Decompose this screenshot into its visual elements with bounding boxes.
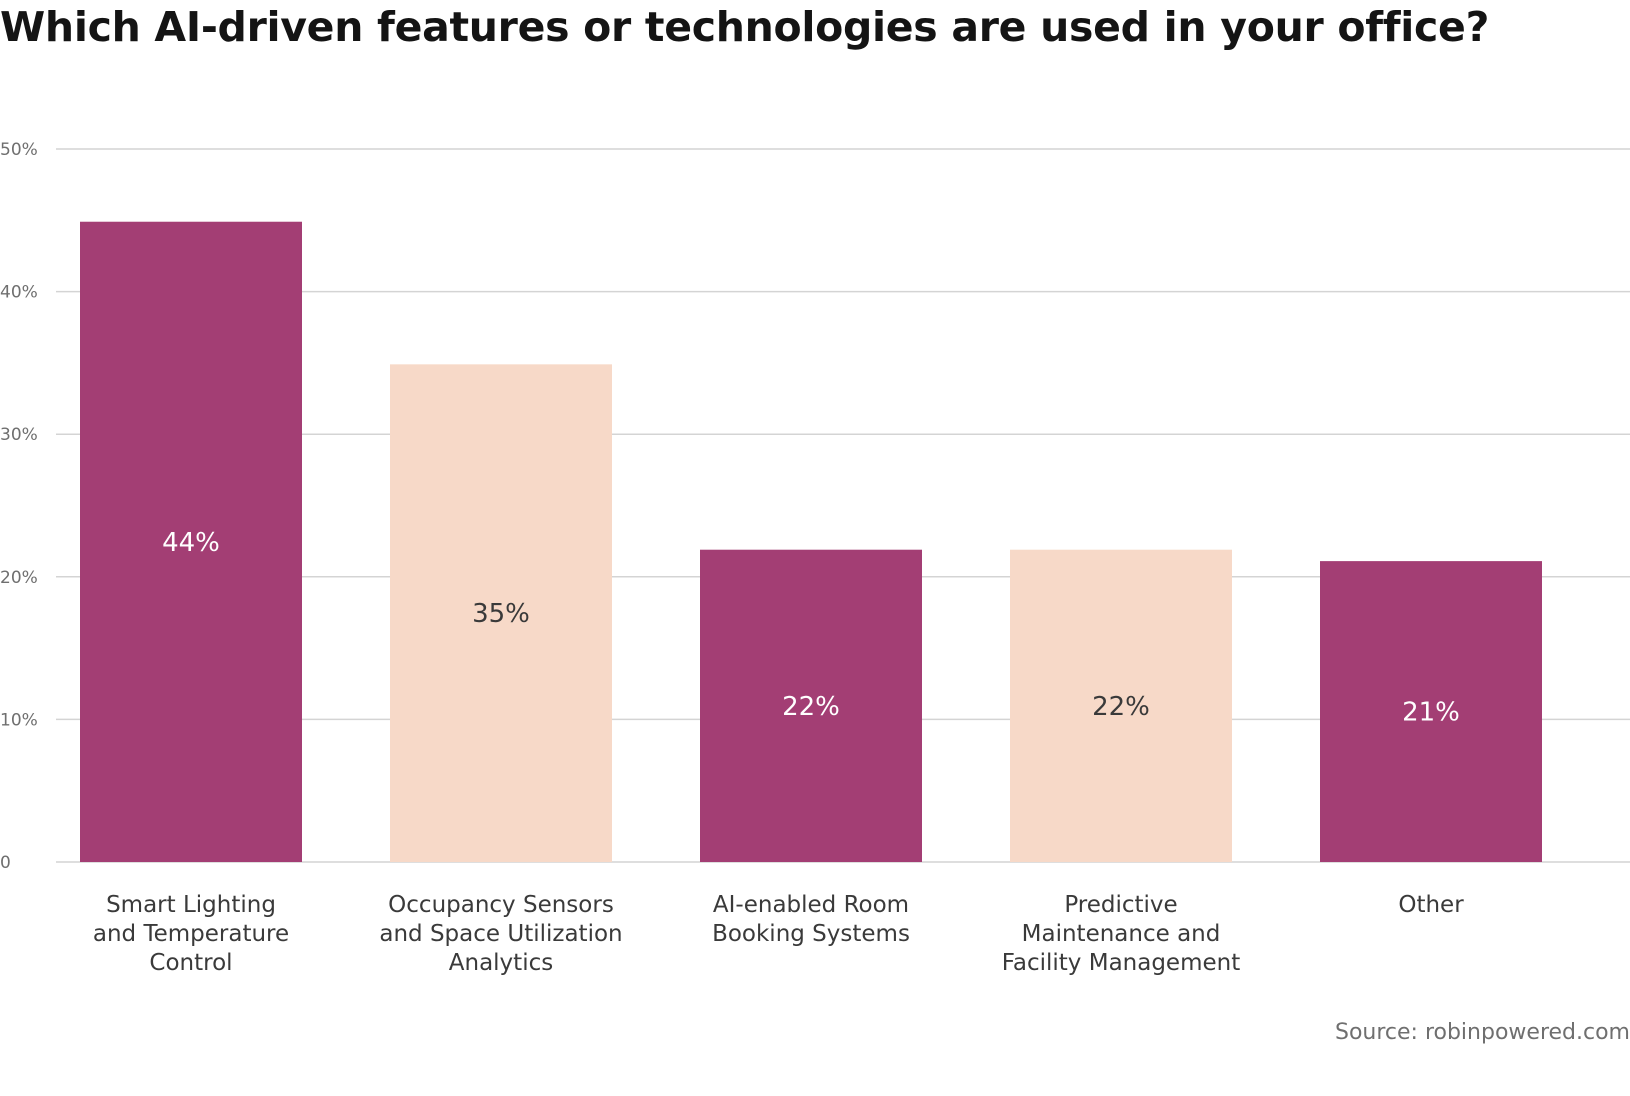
category-label: Smart Lighting and Temperature Control — [93, 892, 289, 976]
bar-value-label: 22% — [1092, 692, 1150, 722]
category-label-line: AI-enabled Room — [713, 892, 909, 918]
category-label-line: Maintenance and — [1022, 921, 1221, 947]
category-label: AI-enabled Room Booking Systems — [712, 892, 910, 947]
bar-2 — [390, 364, 612, 862]
category-label: Other — [1398, 892, 1464, 918]
y-tick-label: 30% — [0, 425, 38, 445]
category-label-line: Booking Systems — [712, 921, 910, 947]
bar-value-label: 35% — [472, 599, 530, 629]
category-label: Predictive Maintenance and Facility Manage… — [1002, 892, 1240, 976]
chart-title: Which AI-driven features or technologies… — [0, 3, 1490, 51]
bar-value-label: 44% — [162, 528, 220, 558]
y-tick-label: 10% — [0, 710, 38, 730]
category-label-line: Analytics — [449, 950, 553, 976]
y-tick-label: 50% — [0, 140, 38, 160]
category-label-line: Other — [1398, 892, 1464, 918]
source-note: Source: robinpowered.com — [1334, 1020, 1630, 1045]
bar-1 — [80, 221, 302, 862]
y-tick-label: 0 — [0, 853, 11, 873]
bar-5 — [1320, 561, 1542, 862]
y-tick-label: 20% — [0, 568, 38, 588]
y-tick-label: 40% — [0, 283, 38, 303]
category-label-line: Facility Management — [1002, 950, 1240, 976]
bar-value-label: 22% — [782, 692, 840, 722]
bar-value-labels: 44% 35% 22% 22% 21% — [162, 528, 1460, 728]
bar-value-label: 21% — [1402, 698, 1460, 728]
category-label-line: Control — [149, 950, 232, 976]
category-label-line: and Space Utilization — [379, 921, 622, 947]
bar-3 — [700, 549, 922, 862]
category-label: Occupancy Sensors and Space Utilization An… — [379, 892, 622, 976]
category-label-line: Smart Lighting — [106, 892, 276, 918]
category-label-line: and Temperature — [93, 921, 289, 947]
category-label-line: Predictive — [1064, 892, 1177, 918]
category-label-line: Occupancy Sensors — [388, 892, 614, 918]
y-axis-ticks: 0 10% 20% 30% 40% 50% — [0, 140, 38, 873]
x-axis-category-labels: Smart Lighting and Temperature Control Occu… — [93, 892, 1464, 976]
bars — [80, 221, 1542, 862]
bar-4 — [1010, 549, 1232, 862]
